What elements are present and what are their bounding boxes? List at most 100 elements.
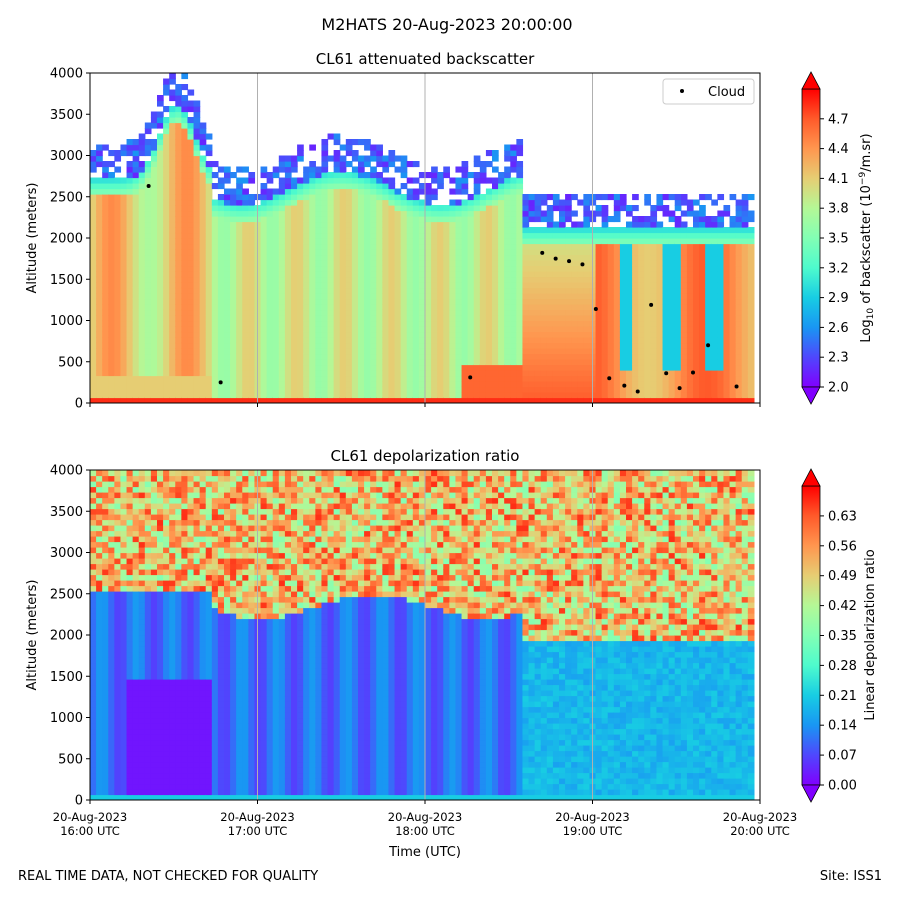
heatmap-cell xyxy=(351,271,359,278)
heatmap-cell xyxy=(516,276,524,283)
heatmap-cell xyxy=(522,348,530,355)
heatmap-cell xyxy=(102,629,109,636)
heatmap-cell xyxy=(571,260,578,267)
heatmap-cell xyxy=(467,249,475,256)
heatmap-cell xyxy=(230,271,237,278)
heatmap-cell xyxy=(388,326,396,333)
heatmap-cell xyxy=(644,287,651,294)
heatmap-cell xyxy=(144,150,152,157)
heatmap-cell xyxy=(96,596,103,603)
heatmap-cell xyxy=(394,155,402,162)
heatmap-cell xyxy=(461,199,469,206)
heatmap-cell xyxy=(217,249,225,256)
heatmap-cell xyxy=(260,232,268,239)
heatmap-cell xyxy=(406,342,414,349)
heatmap-cell xyxy=(114,392,122,399)
heatmap-cell xyxy=(217,221,225,228)
heatmap-cell xyxy=(96,298,103,305)
backscatter-colorbar-label: Log10 of backscatter (10−9/m.sr) xyxy=(858,133,876,342)
heatmap-cell xyxy=(333,359,341,366)
heatmap-cell xyxy=(455,265,463,272)
heatmap-cell xyxy=(607,249,615,256)
heatmap-cell xyxy=(199,221,207,228)
heatmap-cell xyxy=(443,298,450,305)
heatmap-cell xyxy=(540,282,548,289)
heatmap-cell xyxy=(516,320,524,327)
heatmap-cell xyxy=(498,397,505,403)
heatmap-cell xyxy=(120,359,128,366)
heatmap-cell xyxy=(747,271,755,278)
heatmap-cell xyxy=(242,199,249,206)
heatmap-cell xyxy=(138,177,146,184)
heatmap-cell xyxy=(163,133,170,140)
heatmap-cell xyxy=(211,287,219,294)
heatmap-cell xyxy=(516,331,524,338)
heatmap-cell xyxy=(364,282,371,289)
heatmap-cell xyxy=(613,386,621,393)
heatmap-cell xyxy=(169,392,176,399)
heatmap-cell xyxy=(479,359,487,366)
heatmap-cell xyxy=(297,326,304,333)
heatmap-cell xyxy=(169,397,176,403)
heatmap-cell xyxy=(315,260,323,267)
heatmap-cell xyxy=(90,309,97,316)
heatmap-cell xyxy=(248,243,256,250)
heatmap-cell xyxy=(699,254,706,261)
heatmap-cell xyxy=(516,183,524,190)
heatmap-cell xyxy=(504,243,511,250)
heatmap-cell xyxy=(735,249,743,256)
heatmap-cell xyxy=(351,243,359,250)
heatmap-cell xyxy=(278,348,286,355)
heatmap-cell xyxy=(425,392,432,399)
heatmap-cell xyxy=(126,794,134,800)
heatmap-cell xyxy=(96,370,103,377)
heatmap-cell xyxy=(619,271,627,278)
heatmap-cell xyxy=(303,166,310,173)
heatmap-cell xyxy=(132,293,140,300)
heatmap-cell xyxy=(388,260,396,267)
heatmap-cell xyxy=(303,293,310,300)
heatmap-cell xyxy=(473,271,481,278)
heatmap-cell xyxy=(735,392,743,399)
heatmap-cell xyxy=(455,199,463,206)
heatmap-cell xyxy=(187,177,195,184)
heatmap-cell xyxy=(132,188,140,195)
heatmap-cell xyxy=(418,359,426,366)
heatmap-cell xyxy=(345,320,353,327)
heatmap-cell xyxy=(522,260,530,267)
heatmap-cell xyxy=(102,309,109,316)
heatmap-cell xyxy=(120,260,128,267)
heatmap-cell xyxy=(211,397,219,403)
heatmap-cell xyxy=(686,232,694,239)
heatmap-cell xyxy=(516,227,524,234)
heatmap-cell xyxy=(114,166,122,173)
heatmap-cell xyxy=(583,392,591,399)
heatmap-cell xyxy=(394,238,402,245)
heatmap-cell xyxy=(668,370,676,377)
heatmap-cell xyxy=(157,172,164,179)
heatmap-cell xyxy=(595,260,603,267)
heatmap-cell xyxy=(114,265,122,272)
heatmap-cell xyxy=(644,386,651,393)
heatmap-cell xyxy=(175,150,182,157)
heatmap-cell xyxy=(711,221,718,228)
heatmap-cell xyxy=(297,254,304,261)
heatmap-cell xyxy=(388,155,396,162)
heatmap-cell xyxy=(132,348,140,355)
heatmap-cell xyxy=(303,337,310,344)
heatmap-cell xyxy=(528,271,536,278)
heatmap-cell xyxy=(90,728,97,735)
heatmap-cell xyxy=(461,205,469,212)
heatmap-cell xyxy=(412,320,420,327)
heatmap-cell xyxy=(467,359,475,366)
heatmap-cell xyxy=(479,210,487,217)
heatmap-cell xyxy=(327,194,335,201)
heatmap-cell xyxy=(370,199,377,206)
heatmap-cell xyxy=(193,238,201,245)
heatmap-cell xyxy=(297,359,304,366)
heatmap-cell xyxy=(157,133,164,140)
heatmap-cell xyxy=(400,271,408,278)
heatmap-cell xyxy=(309,216,316,223)
heatmap-cell xyxy=(406,161,414,168)
heatmap-cell xyxy=(345,161,353,168)
